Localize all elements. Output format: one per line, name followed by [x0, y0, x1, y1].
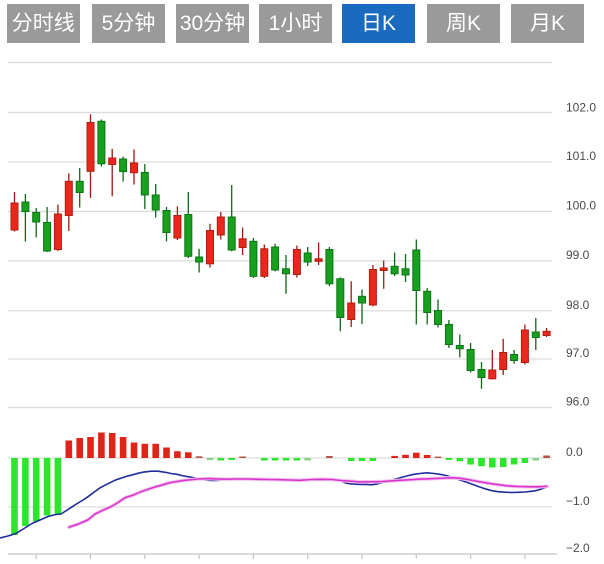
svg-text:99.0: 99.0	[566, 248, 590, 262]
svg-text:−1.0: −1.0	[566, 494, 590, 508]
svg-text:0.0: 0.0	[566, 445, 583, 459]
svg-text:98.0: 98.0	[566, 298, 590, 312]
svg-text:−2.0: −2.0	[566, 541, 590, 555]
svg-text:100.0: 100.0	[566, 199, 596, 213]
svg-text:96.0: 96.0	[566, 395, 590, 409]
svg-text:101.0: 101.0	[566, 149, 596, 163]
svg-text:97.0: 97.0	[566, 346, 590, 360]
svg-text:102.0: 102.0	[566, 101, 596, 115]
